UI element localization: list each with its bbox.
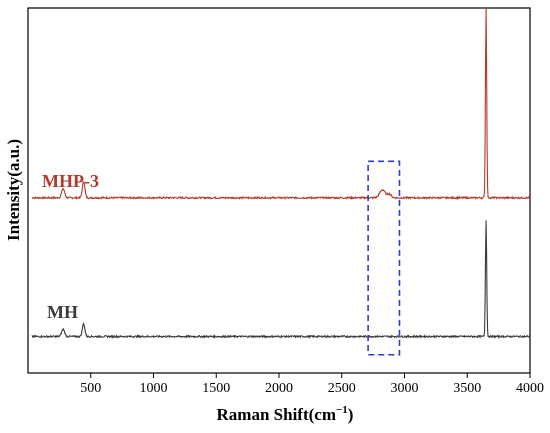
x-axis-title-sup: −1 xyxy=(336,404,348,416)
series-label-mhp-3: MHP-3 xyxy=(42,171,99,191)
x-tick-label: 2000 xyxy=(265,381,293,396)
x-tick-label: 3500 xyxy=(453,381,481,396)
x-tick-label: 2500 xyxy=(328,381,356,396)
x-ticks: 500 1000 1500 2000 2500 3000 3500 4000 xyxy=(80,373,544,396)
plot-frame xyxy=(27,7,531,374)
x-tick-label: 1000 xyxy=(140,381,168,396)
x-tick-label: 1500 xyxy=(202,381,230,396)
series-line-mhp-3 xyxy=(31,7,530,201)
highlight-box xyxy=(367,160,401,356)
x-tick-label: 3000 xyxy=(391,381,419,396)
series-label-mh: MH xyxy=(47,302,78,322)
y-axis-title: Intensity(a.u.) xyxy=(4,139,23,241)
series-lines xyxy=(31,7,531,340)
series-line-mh xyxy=(31,220,531,340)
x-tick-label: 500 xyxy=(80,381,101,396)
series-labels: MHP-3 MH xyxy=(42,171,99,322)
x-axis-title-main: Raman Shift(cm xyxy=(217,405,336,424)
x-axis-title: Raman Shift(cm−1) xyxy=(217,404,354,424)
x-axis-title-close: ) xyxy=(348,405,354,424)
x-tick-label: 4000 xyxy=(516,381,544,396)
